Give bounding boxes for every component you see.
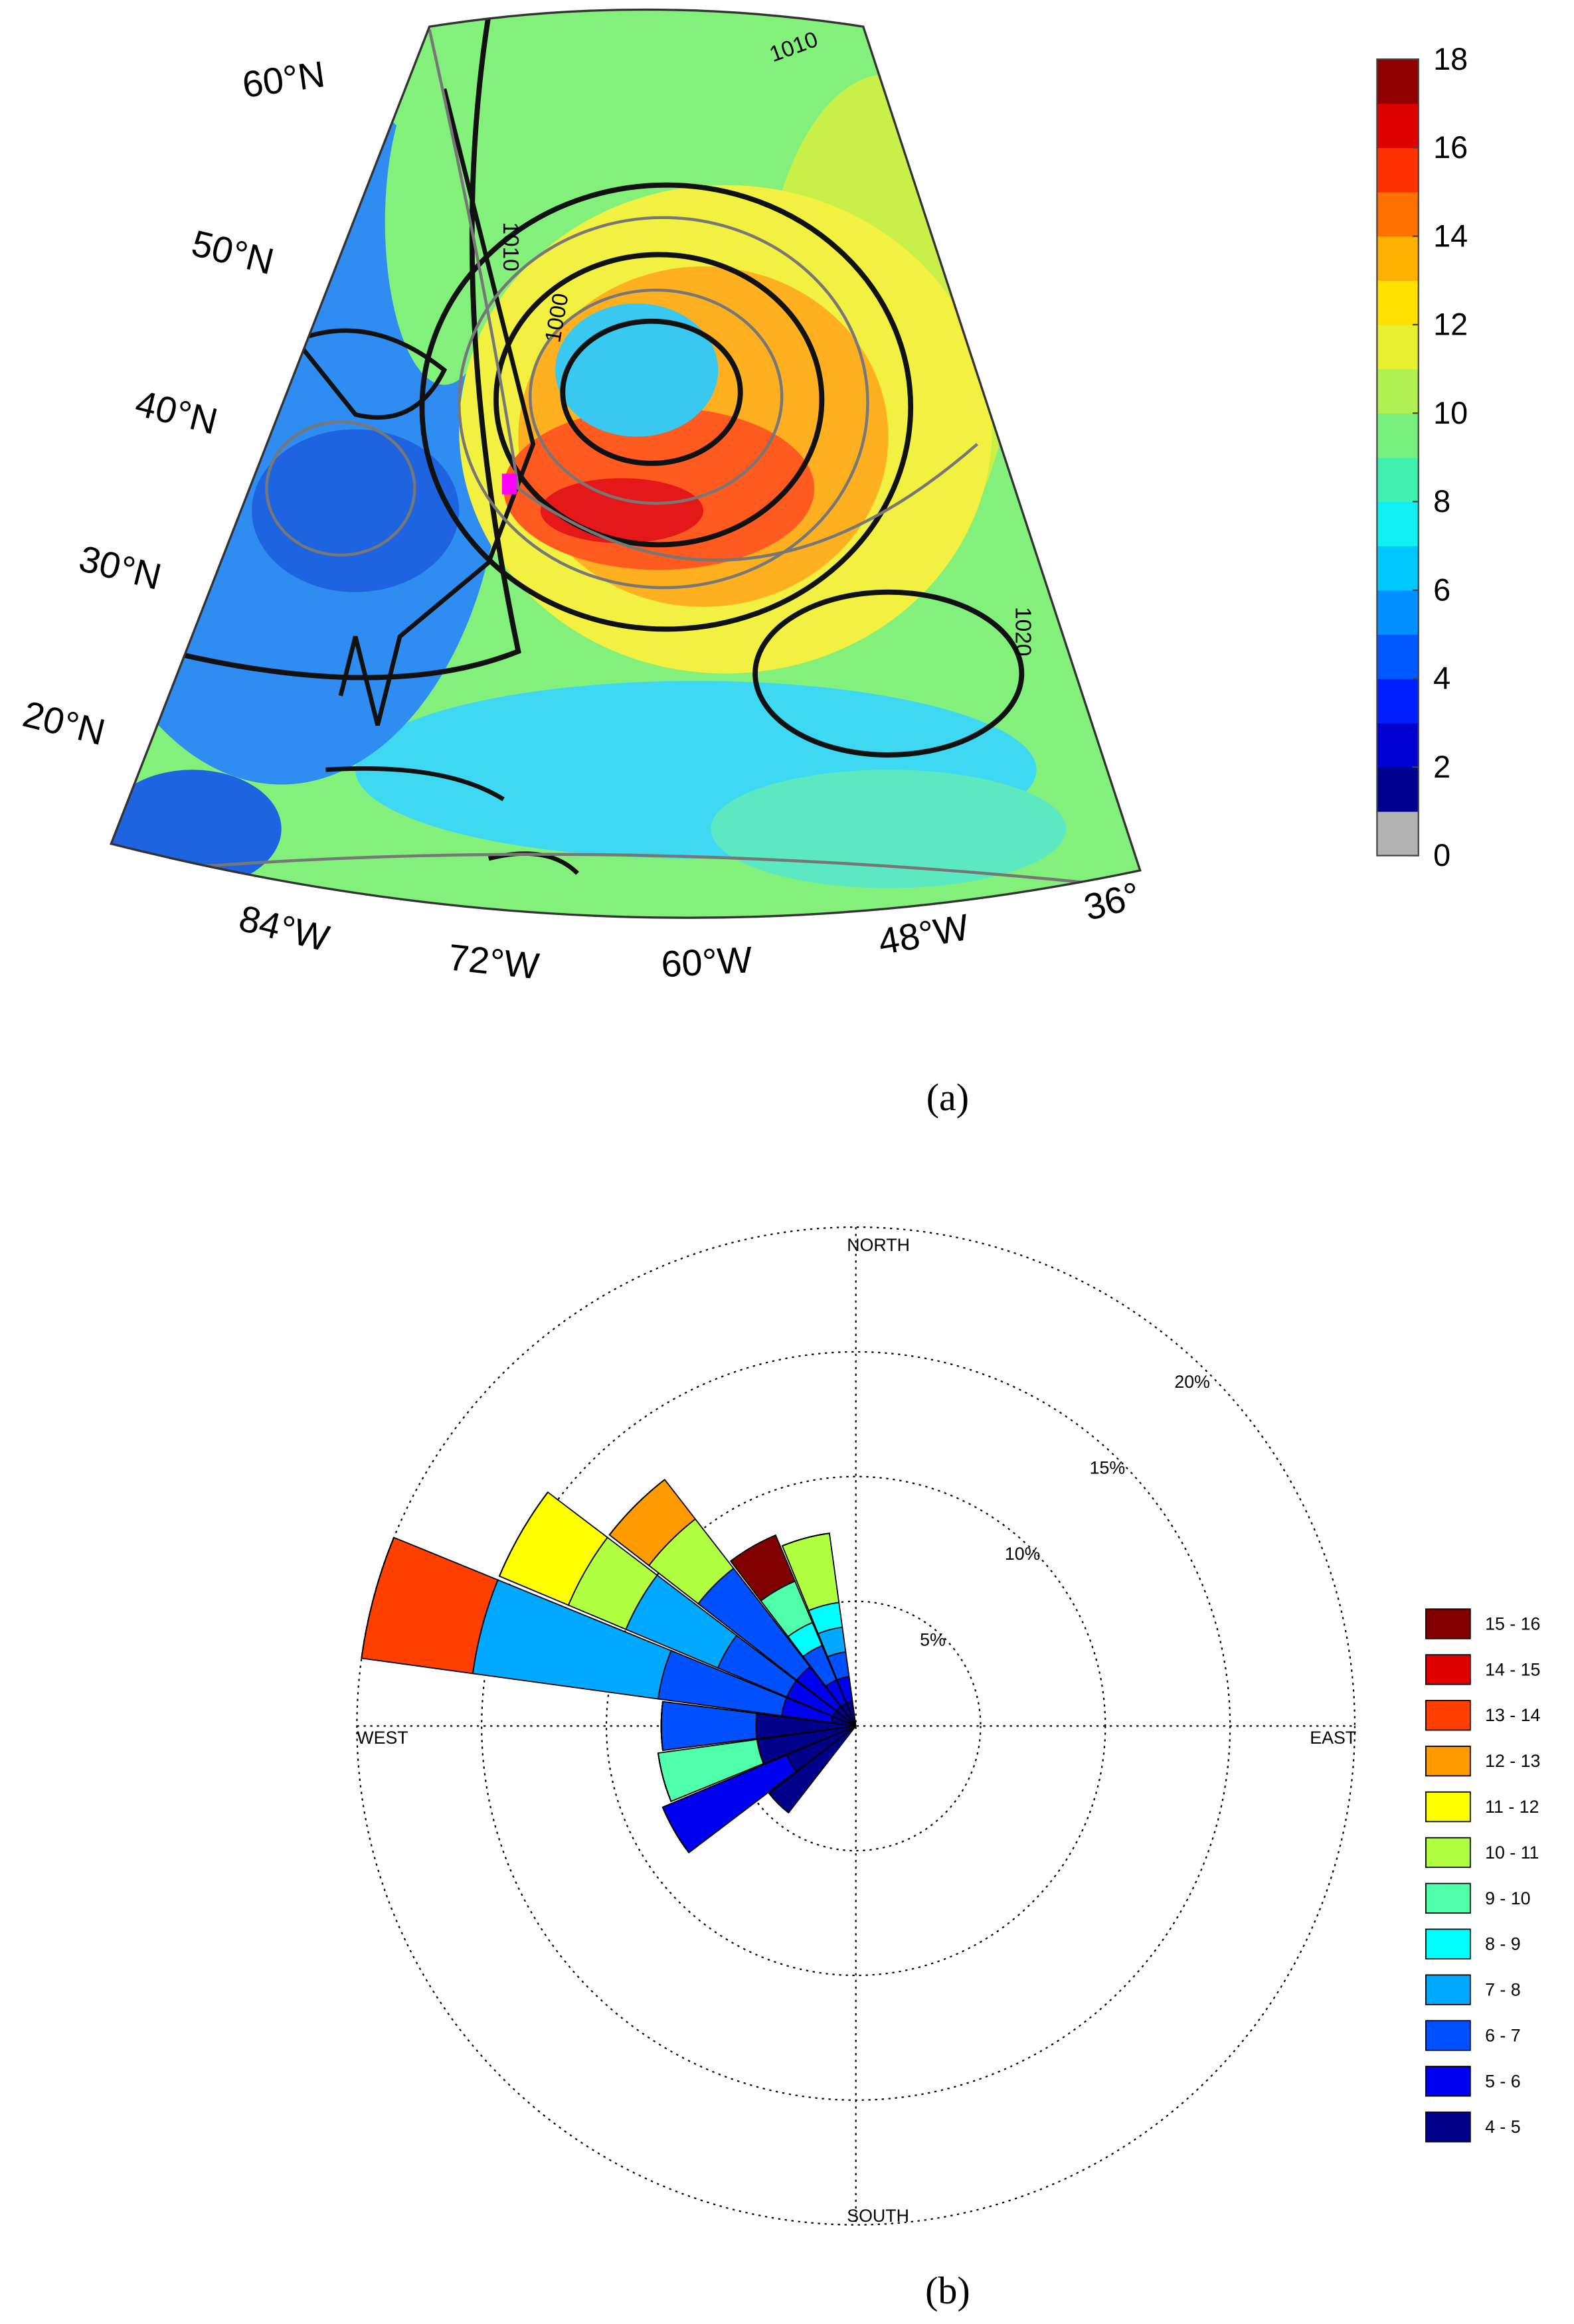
lat-label: 50°N	[188, 222, 278, 282]
direction-label: WEST	[357, 1728, 408, 1748]
colorbar-tick-label: 10	[1433, 396, 1468, 430]
caption: (b)	[925, 2269, 970, 2312]
legend-label: 13 - 14	[1485, 1705, 1540, 1725]
legend-swatch	[1425, 2112, 1471, 2143]
legend-label: 7 - 8	[1485, 1980, 1521, 2000]
colorbar-cell	[1377, 811, 1419, 857]
legend-label: 10 - 11	[1485, 1843, 1539, 1863]
colorbar-cell	[1377, 236, 1419, 281]
rose-segment	[661, 1807, 690, 1853]
lon-label: 36°	[1080, 874, 1144, 929]
colorbar-tick-label: 8	[1433, 484, 1450, 519]
ring	[605, 1475, 1106, 1977]
lon-label: 84°W	[235, 897, 333, 959]
rose-segment	[608, 1479, 665, 1536]
colorbar-cell	[1377, 59, 1419, 104]
legend-swatch	[1425, 1791, 1471, 1823]
colorbar-cell	[1377, 369, 1419, 414]
lat-label: 40°N	[131, 382, 222, 442]
colorbar-cell	[1377, 767, 1419, 812]
colorbar-cell	[1377, 501, 1419, 546]
lat-label: 60°N	[240, 53, 327, 106]
colorbar-cell	[1377, 147, 1419, 193]
legend-label: 9 - 10	[1485, 1888, 1530, 1908]
lat-label: 20°N	[19, 693, 109, 753]
colorbar-cell	[1377, 103, 1419, 149]
colorbar-cell	[1377, 590, 1419, 635]
colorbar-cell	[1377, 679, 1419, 724]
legend-swatch	[1425, 1700, 1471, 1731]
colorbar-tick-label: 16	[1433, 130, 1468, 165]
rose-segment	[361, 1537, 394, 1659]
lat-label: 30°N	[75, 538, 165, 598]
ring	[730, 1600, 982, 1852]
legend-swatch	[1425, 1608, 1471, 1639]
colorbar-tick-label: 2	[1433, 750, 1450, 784]
ring-label: 20%	[1174, 1372, 1210, 1392]
colorbar-tick-label: 4	[1433, 661, 1450, 696]
colorbar-tick-label: 6	[1433, 572, 1450, 607]
ring-label: 5%	[920, 1630, 946, 1650]
colorbar-tick-label: 14	[1433, 218, 1468, 253]
colorbar-cell	[1377, 324, 1419, 370]
colorbar-cell	[1377, 722, 1419, 768]
legend-label: 6 - 7	[1485, 2025, 1521, 2045]
ring	[356, 1226, 1356, 2226]
rose-segment	[782, 1533, 830, 1546]
colorbar-tick-label: 0	[1433, 838, 1450, 872]
legend-swatch	[1425, 1837, 1471, 1868]
ring	[481, 1351, 1231, 2101]
contour-label: 1010	[498, 222, 523, 271]
map-panel: 60°N 50°N 40°N 30°N 20°N 84°W 72°W 60°W …	[19, 8, 1144, 987]
legend-swatch	[1425, 2066, 1471, 2097]
colorbar-cell	[1377, 192, 1419, 237]
caption: (a)	[926, 1076, 969, 1119]
ring-label: 15%	[1090, 1457, 1126, 1477]
colorbar-tick-label: 12	[1433, 307, 1468, 342]
legend-swatch	[1425, 1746, 1471, 1777]
colorbar-cell	[1377, 546, 1419, 591]
legend-swatch	[1425, 1928, 1471, 1959]
legend-label: 5 - 6	[1485, 2071, 1521, 2091]
colorbar-cell	[1377, 634, 1419, 679]
colorbar-tick-label: 18	[1433, 42, 1468, 76]
legend-swatch	[1425, 1974, 1471, 2005]
rose-segment	[660, 1701, 663, 1751]
legend-label: 8 - 9	[1485, 1934, 1521, 1954]
rose-segment	[729, 1534, 796, 1602]
direction-label: EAST	[1310, 1728, 1356, 1748]
colorbar-cell	[1377, 457, 1419, 503]
colorbar-cell	[1377, 280, 1419, 325]
legend-swatch	[1425, 1882, 1471, 1914]
direction-label: NORTH	[847, 1235, 910, 1255]
ring-label: 10%	[1005, 1544, 1041, 1564]
legend-label: 15 - 16	[1485, 1614, 1540, 1633]
colorbar-cell	[1377, 413, 1419, 458]
map-field	[111, 9, 1140, 918]
lon-label: 48°W	[875, 906, 972, 963]
legend-swatch	[1425, 1654, 1471, 1685]
legend-label: 11 - 12	[1485, 1797, 1539, 1817]
colorbar-frame	[1376, 58, 1419, 857]
contour-label: 1020	[1010, 607, 1035, 656]
lon-label: 60°W	[660, 939, 753, 985]
legend-label: 4 - 5	[1485, 2117, 1521, 2137]
lon-label: 72°W	[446, 936, 541, 987]
direction-label: SOUTH	[847, 2206, 909, 2226]
legend-label: 12 - 13	[1485, 1751, 1540, 1771]
legend-swatch	[1425, 2020, 1471, 2051]
legend-label: 14 - 15	[1485, 1659, 1540, 1679]
